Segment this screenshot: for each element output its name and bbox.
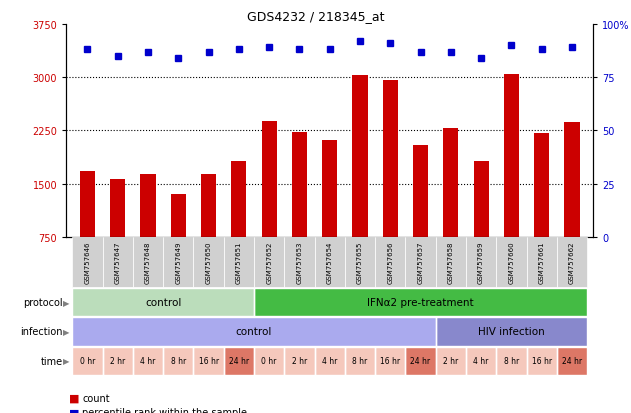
Text: 16 hr: 16 hr xyxy=(531,356,551,366)
Text: 8 hr: 8 hr xyxy=(504,356,519,366)
Text: 0 hr: 0 hr xyxy=(261,356,277,366)
Bar xyxy=(171,195,186,291)
Bar xyxy=(564,123,579,291)
Text: GSM757646: GSM757646 xyxy=(85,241,90,283)
Text: ▶: ▶ xyxy=(62,327,69,336)
Text: GSM757657: GSM757657 xyxy=(418,241,423,283)
Text: 4 hr: 4 hr xyxy=(473,356,489,366)
Text: GDS4232 / 218345_at: GDS4232 / 218345_at xyxy=(247,10,384,23)
Text: ▶: ▶ xyxy=(62,356,69,366)
Text: ■: ■ xyxy=(69,393,80,403)
Text: GSM757656: GSM757656 xyxy=(387,241,393,283)
Text: GSM757650: GSM757650 xyxy=(206,241,211,283)
Text: GSM757661: GSM757661 xyxy=(539,241,545,283)
Text: protocol: protocol xyxy=(23,297,63,307)
Bar xyxy=(232,161,247,291)
Text: infection: infection xyxy=(21,327,63,337)
Bar xyxy=(382,81,398,291)
Text: 24 hr: 24 hr xyxy=(562,356,582,366)
Bar xyxy=(141,174,156,291)
Text: count: count xyxy=(82,393,110,403)
Text: 4 hr: 4 hr xyxy=(322,356,338,366)
Text: GSM757662: GSM757662 xyxy=(569,241,575,283)
Text: IFNα2 pre-treatment: IFNα2 pre-treatment xyxy=(367,297,474,307)
Text: control: control xyxy=(145,297,181,307)
Text: GSM757660: GSM757660 xyxy=(509,241,514,283)
Bar xyxy=(292,133,307,291)
Text: percentile rank within the sample: percentile rank within the sample xyxy=(82,407,247,413)
Text: 8 hr: 8 hr xyxy=(170,356,186,366)
Text: 24 hr: 24 hr xyxy=(229,356,249,366)
Text: GSM757649: GSM757649 xyxy=(175,241,181,283)
Text: GSM757654: GSM757654 xyxy=(327,241,333,283)
Text: 2 hr: 2 hr xyxy=(443,356,459,366)
Text: GSM757648: GSM757648 xyxy=(145,241,151,283)
Text: GSM757653: GSM757653 xyxy=(297,241,302,283)
Bar xyxy=(262,122,277,291)
Text: control: control xyxy=(236,327,272,337)
Bar xyxy=(322,140,337,291)
Bar xyxy=(352,76,367,291)
Bar xyxy=(110,180,126,291)
Text: ■: ■ xyxy=(69,407,80,413)
Bar xyxy=(473,161,488,291)
Text: 2 hr: 2 hr xyxy=(110,356,126,366)
Text: GSM757647: GSM757647 xyxy=(115,241,121,283)
Text: ▶: ▶ xyxy=(62,298,69,307)
Text: GSM757651: GSM757651 xyxy=(236,241,242,283)
Text: GSM757655: GSM757655 xyxy=(357,241,363,283)
Bar xyxy=(443,129,458,291)
Bar xyxy=(201,174,216,291)
Text: 16 hr: 16 hr xyxy=(380,356,400,366)
Text: 4 hr: 4 hr xyxy=(140,356,156,366)
Text: GSM757659: GSM757659 xyxy=(478,241,484,283)
Text: HIV infection: HIV infection xyxy=(478,327,545,337)
Text: GSM757652: GSM757652 xyxy=(266,241,272,283)
Bar xyxy=(534,133,549,291)
Text: GSM757658: GSM757658 xyxy=(448,241,454,283)
Text: 24 hr: 24 hr xyxy=(411,356,430,366)
Bar xyxy=(504,75,519,291)
Text: 2 hr: 2 hr xyxy=(292,356,307,366)
Bar xyxy=(413,145,428,291)
Text: 8 hr: 8 hr xyxy=(352,356,368,366)
Bar xyxy=(80,171,95,291)
Text: 16 hr: 16 hr xyxy=(199,356,218,366)
Text: 0 hr: 0 hr xyxy=(80,356,95,366)
Text: time: time xyxy=(41,356,63,366)
